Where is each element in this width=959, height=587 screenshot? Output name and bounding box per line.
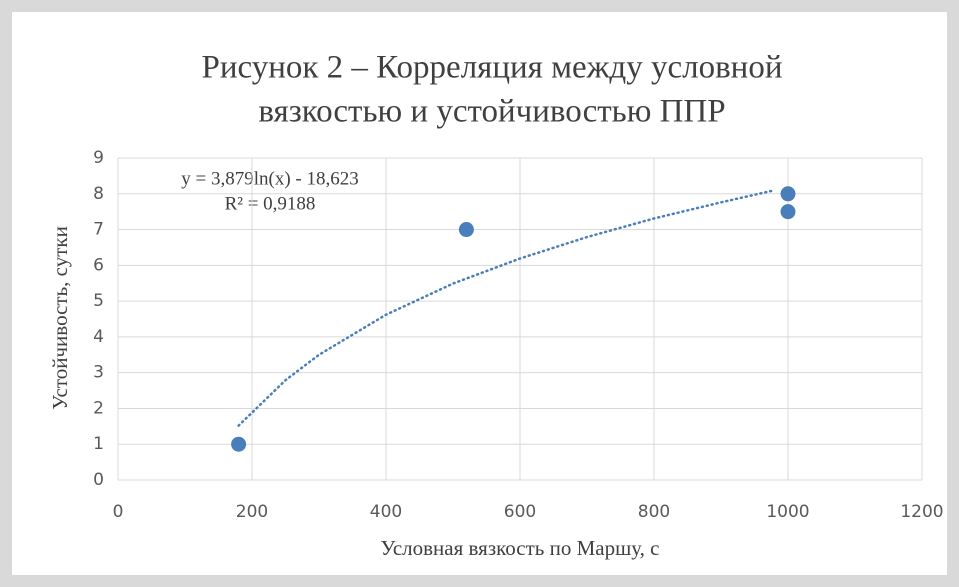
chart-panel <box>12 12 947 575</box>
y-tick-label: 2 <box>93 398 104 418</box>
chart-title: вязкостью и устойчивостью ППР <box>258 94 725 130</box>
y-tick-label: 7 <box>93 220 104 240</box>
y-tick-label: 8 <box>93 184 104 204</box>
y-axis-label: Устойчивость, сутки <box>48 226 72 410</box>
y-tick-label: 5 <box>93 291 104 311</box>
y-tick-label: 3 <box>93 363 104 383</box>
y-tick-label: 4 <box>93 327 104 347</box>
y-tick-label: 1 <box>93 434 104 454</box>
data-point <box>458 222 474 238</box>
x-axis-label: Условная вязкость по Маршу, с <box>381 536 660 560</box>
x-tick-label: 600 <box>504 502 536 522</box>
data-point <box>780 186 796 202</box>
x-tick-label: 800 <box>638 502 670 522</box>
x-tick-label: 1000 <box>766 502 809 522</box>
x-tick-label: 1200 <box>900 502 943 522</box>
trendline-equation: y = 3,879ln(x) - 18,623 <box>181 168 358 189</box>
y-tick-label: 9 <box>93 148 104 168</box>
x-tick-label: 0 <box>113 502 124 522</box>
data-point <box>780 204 796 220</box>
x-tick-label: 400 <box>370 502 402 522</box>
data-point <box>231 436 247 452</box>
x-tick-label: 200 <box>236 502 268 522</box>
y-tick-label: 0 <box>93 470 104 490</box>
chart-title: Рисунок 2 – Корреляция между условной <box>202 50 783 86</box>
trendline <box>237 188 776 427</box>
trendline-r2: R² = 0,9188 <box>225 193 316 214</box>
y-tick-label: 6 <box>93 255 104 275</box>
